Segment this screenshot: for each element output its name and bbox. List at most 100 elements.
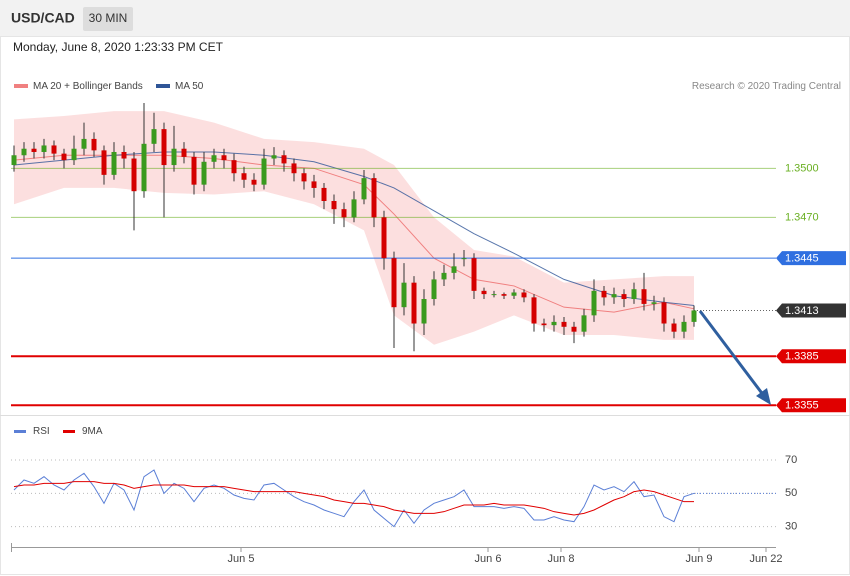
candle-body [261,158,267,185]
level-label: 1.3413 [785,305,819,317]
candle-body [321,187,327,201]
candle-body [551,321,557,326]
candle-body [561,321,567,327]
candle-body [501,294,507,296]
header-bar [0,0,850,36]
rsi-line [13,481,694,516]
candle-body [291,163,297,174]
interval[interactable]: 30 MIN [89,11,128,25]
legend-swatch [156,84,170,88]
credit: Research © 2020 Trading Central [692,81,841,92]
candle-body [571,326,577,332]
legend-swatch [14,430,26,433]
candle-body [361,178,367,200]
candle-body [411,282,417,324]
candle-body [91,138,97,151]
candle-body [191,156,197,185]
candle-body [691,310,697,322]
candle-body [421,299,427,324]
interval-badge[interactable] [83,7,133,31]
candle-body [371,178,377,218]
candle-body [601,290,607,298]
candle-body [231,160,237,174]
candle-body [521,292,527,298]
candle-body [121,151,127,159]
bollinger-band [14,111,694,345]
candle-body [461,258,467,260]
candle-body [661,302,667,324]
candle-body [631,289,637,300]
level-box [776,251,846,266]
candle-body [381,217,387,259]
candle-body [351,199,357,218]
ma20-line [13,154,695,313]
y-tick-label: 50 [785,487,797,499]
candle-body [531,297,537,324]
candle-body [431,279,437,300]
candle-body [171,148,177,166]
candle-body [681,321,687,332]
candle-body [311,181,317,188]
level-label: 1.3385 [785,351,819,363]
candle-body [251,179,257,185]
y-tick-label: 70 [785,454,797,466]
candle-body [131,158,137,192]
x-tick-label: Jun 5 [228,553,255,565]
candle-body [51,145,57,154]
candle-body [641,289,647,304]
level-box [776,303,846,318]
candle-body [161,129,167,166]
level-label: 1.3500 [785,163,819,175]
candle-body [11,155,17,166]
candle-body [201,161,207,185]
candle-body [651,302,657,304]
level-box [776,398,846,413]
legend-label: MA 20 + Bollinger Bands [33,81,143,92]
candle-body [111,151,117,175]
x-tick-label: Jun 22 [749,553,782,565]
candle-body [81,138,87,149]
candle-body [221,155,227,161]
candle-body [471,258,477,291]
candle-body [481,290,487,295]
legend-swatch [14,84,28,88]
candle-body [181,148,187,157]
candle-body [41,145,47,152]
candle-body [71,148,77,161]
candle-body [611,294,617,298]
x-tick-label: Jun 6 [475,553,502,565]
candle-body [151,129,157,144]
symbol: USD/CAD [11,10,75,26]
legend-label: RSI [33,426,50,437]
legend-label: MA 50 [175,81,204,92]
legend-label: 9MA [82,426,103,437]
candle-body [341,209,347,218]
candle-body [581,315,587,332]
candle-body [281,155,287,164]
x-tick-label: Jun 8 [548,553,575,565]
candle-body [61,153,67,161]
y-tick-label: 30 [785,521,797,533]
candle-body [301,173,307,182]
candle-body [441,272,447,280]
candle-body [271,155,277,159]
rsi-line [13,469,695,528]
arrow-head [756,388,771,405]
level-label: 1.3355 [785,400,819,412]
candle-body [451,266,457,273]
candle-body [591,290,597,316]
candle-body [31,148,37,152]
candle-body [101,150,107,175]
x-tick-label: Jun 9 [686,553,713,565]
candle-body [211,155,217,162]
candle-body [671,323,677,332]
ma50-line [13,151,695,307]
candle-body [541,323,547,326]
candle-body [141,143,147,192]
date: Monday, June 8, 2020 1:23:33 PM CET [13,40,224,54]
legend-swatch [63,430,75,433]
candle-body [621,294,627,300]
candle-body [21,148,27,156]
